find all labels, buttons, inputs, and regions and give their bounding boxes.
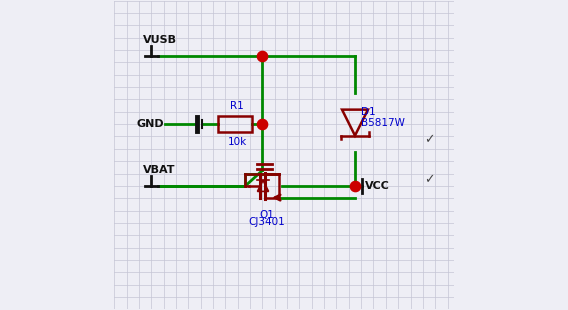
Point — [258, 122, 267, 126]
Text: ✓: ✓ — [424, 173, 435, 186]
Text: R1: R1 — [230, 101, 244, 111]
Point — [350, 184, 360, 188]
Text: VUSB: VUSB — [143, 35, 177, 46]
Text: CJ3401: CJ3401 — [249, 217, 285, 227]
Text: Q1: Q1 — [260, 210, 274, 220]
Point — [258, 54, 267, 59]
Text: B5817W: B5817W — [361, 117, 404, 128]
Text: ✓: ✓ — [424, 133, 435, 146]
Text: VBAT: VBAT — [143, 165, 175, 175]
Text: D1: D1 — [361, 107, 375, 117]
Bar — [218, 117, 252, 132]
Text: GND: GND — [137, 119, 164, 129]
Text: 10k: 10k — [227, 137, 247, 147]
Text: VCC: VCC — [365, 181, 390, 191]
